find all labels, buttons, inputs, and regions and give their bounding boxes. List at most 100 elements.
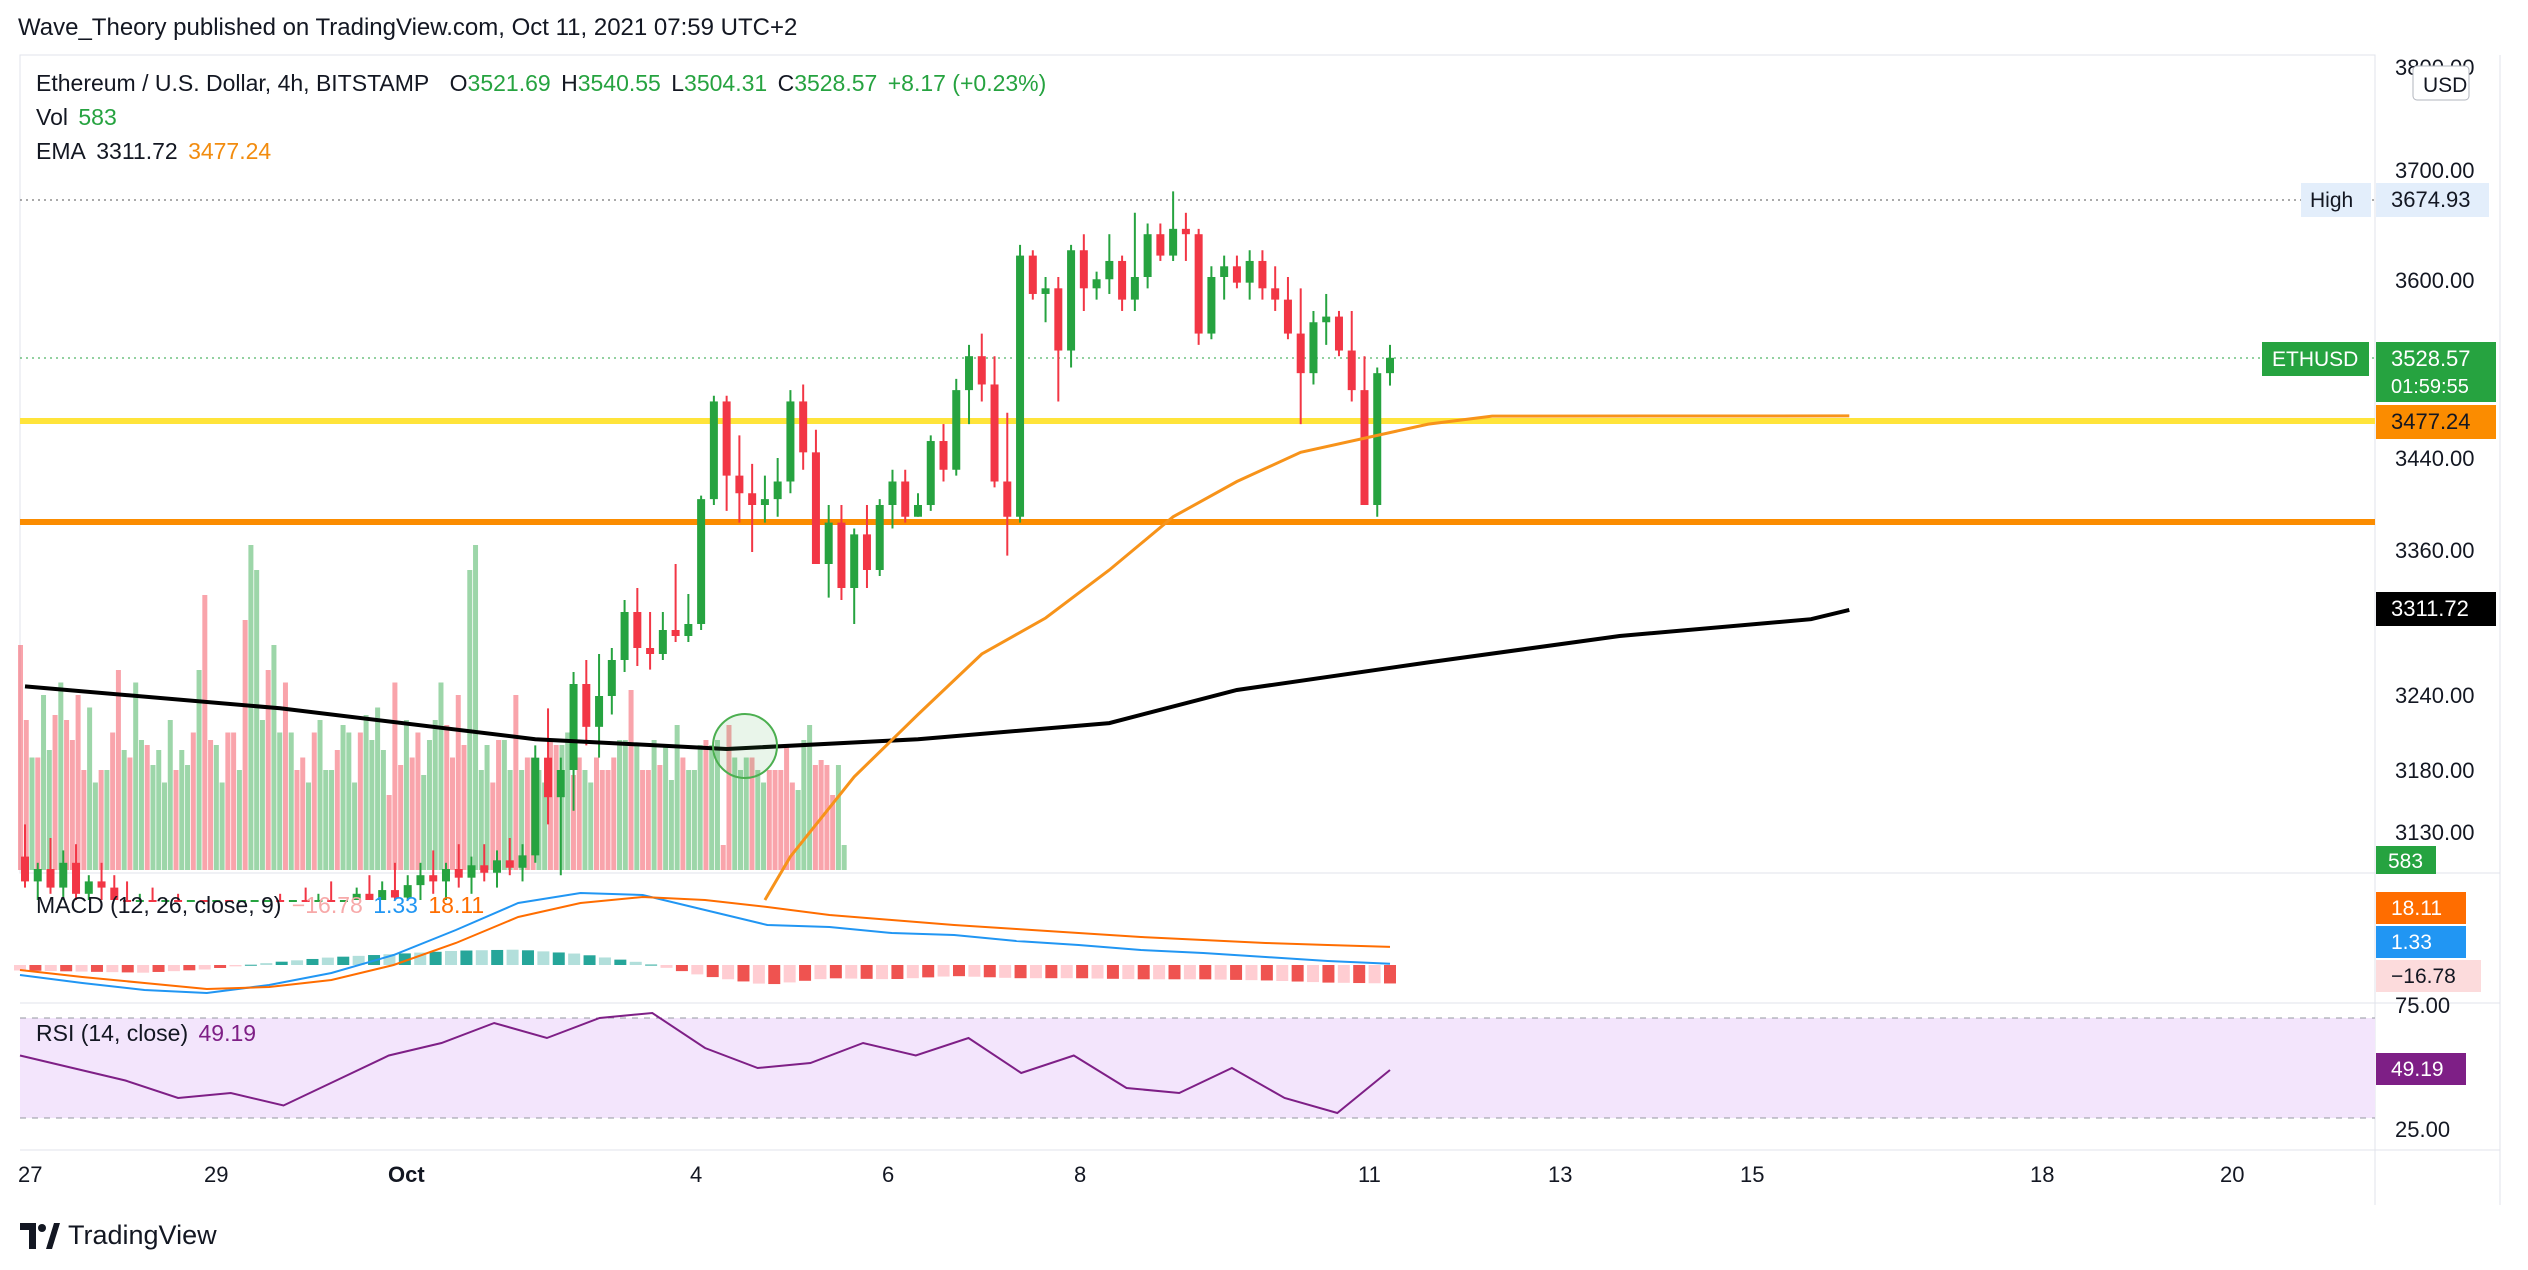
high-value-tag xyxy=(2376,183,2489,217)
symbol-title: Ethereum / U.S. Dollar, 4h, BITSTAMP xyxy=(36,70,430,96)
rsi-value: 49.19 xyxy=(198,1020,257,1046)
candle-body xyxy=(493,860,502,873)
macd-histogram-bar xyxy=(214,965,227,968)
candle-body xyxy=(837,522,846,588)
rsi-band xyxy=(20,1018,2375,1118)
macd-histogram-bar xyxy=(1060,965,1073,979)
candle-body xyxy=(633,612,642,648)
macd-histogram-bar xyxy=(229,965,242,967)
macd-histogram-bar xyxy=(1014,965,1027,979)
macd-histogram-bar xyxy=(660,965,673,968)
volume-bar xyxy=(432,720,438,870)
volume-bar xyxy=(461,745,467,870)
brand-footer[interactable]: TradingView xyxy=(20,1220,217,1251)
macd-signal-tag xyxy=(2376,892,2466,924)
legend-macd[interactable]: MACD (12, 26, close, 9) −16.78 1.33 18.1… xyxy=(36,892,488,919)
macd-histogram-bar xyxy=(429,951,442,965)
candle-body xyxy=(186,900,195,902)
ema-cross-circle[interactable] xyxy=(712,713,778,779)
macd-histogram-bar xyxy=(752,965,765,984)
time-tick: 4 xyxy=(690,1162,702,1187)
macd-line-value: 1.33 xyxy=(373,892,418,918)
macd-histogram-bar xyxy=(722,965,735,980)
volume-bar xyxy=(501,740,507,870)
high-label-legend: H xyxy=(561,70,578,96)
volume-bar xyxy=(409,757,415,870)
candle-body xyxy=(1334,316,1343,351)
macd-histogram-bar xyxy=(337,956,350,965)
candle-body xyxy=(799,401,808,453)
volume-bar xyxy=(709,745,715,870)
macd-histogram-bar xyxy=(275,961,288,965)
volume-bar xyxy=(317,720,323,870)
macd-histogram-bar xyxy=(829,965,842,979)
volume-bar xyxy=(150,765,156,870)
time-tick: 8 xyxy=(1074,1162,1086,1187)
macd-histogram-bar xyxy=(321,957,334,965)
legend-volume[interactable]: Vol 583 xyxy=(36,104,121,131)
volume-bar xyxy=(98,770,104,870)
volume-bar xyxy=(386,795,392,870)
candle-body xyxy=(46,869,55,888)
candle-body xyxy=(646,648,655,654)
volume-bar xyxy=(467,570,473,870)
volume-bar xyxy=(818,760,824,870)
volume-bar xyxy=(720,845,726,870)
volume-bar xyxy=(438,682,444,870)
candle-body xyxy=(1092,279,1101,289)
macd-histogram-bar xyxy=(1153,965,1166,980)
volume-bar xyxy=(795,790,801,870)
legend-main[interactable]: Ethereum / U.S. Dollar, 4h, BITSTAMP O35… xyxy=(36,70,1050,97)
macd-histogram-bar xyxy=(1337,965,1350,983)
volume-bar xyxy=(547,740,553,870)
macd-layer xyxy=(14,891,1396,995)
volume-bar xyxy=(490,782,496,870)
candle-body xyxy=(913,505,922,517)
ema200-tag-value: 3311.72 xyxy=(2391,596,2469,621)
macd-histogram-bar xyxy=(1183,965,1196,980)
macd-histogram-bar xyxy=(44,965,57,972)
volume-bar xyxy=(92,782,98,870)
candle-body xyxy=(1041,288,1050,294)
macd-histogram-bar xyxy=(198,965,211,970)
legend-ema[interactable]: EMA 3311.72 3477.24 xyxy=(36,138,275,165)
macd-histogram-bar xyxy=(1245,965,1258,981)
candle-body xyxy=(875,505,884,570)
macd-histogram-bar xyxy=(675,965,688,972)
candle-body xyxy=(1386,357,1394,374)
volume-bar xyxy=(605,770,611,870)
candle-body xyxy=(811,452,820,564)
volume-bar xyxy=(23,720,29,870)
volume-bar xyxy=(651,740,657,870)
volume-bar xyxy=(236,770,242,870)
currency-badge[interactable] xyxy=(2412,65,2470,101)
macd-histogram-bar xyxy=(183,965,196,971)
volume-bar xyxy=(478,770,484,870)
volume-bar xyxy=(835,765,841,870)
candle-body xyxy=(135,900,144,902)
candle-body xyxy=(1360,390,1369,505)
volume-bar xyxy=(611,757,617,870)
volume-bar xyxy=(686,770,692,870)
macd-histogram-bar xyxy=(1260,965,1273,981)
volume-bar xyxy=(323,770,329,870)
macd-histogram-bar xyxy=(1106,965,1119,979)
macd-histogram-bar xyxy=(521,950,534,965)
high-label: High xyxy=(2310,189,2353,212)
macd-histogram-bar xyxy=(506,949,519,965)
macd-histogram-bar xyxy=(1384,965,1396,984)
volume-bar xyxy=(173,770,179,870)
volume-bar xyxy=(645,770,651,870)
volume-bar xyxy=(657,765,663,870)
candle-body xyxy=(123,900,132,902)
candle-body xyxy=(658,630,667,654)
volume-tag-value: 583 xyxy=(2388,850,2423,873)
candle-body xyxy=(1194,234,1203,334)
candle-body xyxy=(1143,234,1152,277)
ticker-tag[interactable] xyxy=(2262,342,2369,376)
volume-bar xyxy=(789,782,795,870)
legend-rsi[interactable]: RSI (14, close) 49.19 xyxy=(36,1020,260,1047)
macd-histogram-bar xyxy=(1137,965,1150,980)
candle-body xyxy=(544,757,553,798)
